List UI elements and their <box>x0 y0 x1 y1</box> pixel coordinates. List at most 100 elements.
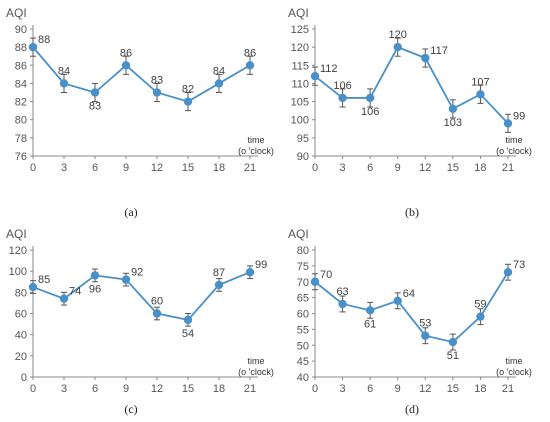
data-label: 64 <box>403 288 415 300</box>
panel-caption: (c) <box>124 402 137 416</box>
x-tick-label: 12 <box>419 383 431 395</box>
y-tick-label: 110 <box>291 78 309 90</box>
x-tick-label: 21 <box>502 383 514 395</box>
y-axis-label: AQI <box>6 6 27 20</box>
y-tick-label: 40 <box>297 372 309 384</box>
data-label: 84 <box>213 65 225 77</box>
x-tick-label: 0 <box>312 162 318 174</box>
data-point <box>393 296 402 305</box>
x-tick-label: 9 <box>123 162 129 174</box>
data-point <box>214 280 224 290</box>
x-axis-label-unit: (o 'clock) <box>496 367 532 377</box>
x-tick-label: 21 <box>244 383 256 395</box>
x-tick-label: 18 <box>213 383 225 395</box>
y-tick-label: 120 <box>9 245 27 257</box>
data-label: 85 <box>38 274 50 286</box>
data-point <box>121 61 131 70</box>
data-point <box>152 309 162 318</box>
data-point <box>59 294 69 303</box>
data-label: 70 <box>320 269 332 281</box>
y-tick-label: 65 <box>297 293 309 305</box>
data-point <box>28 42 38 52</box>
chart-panel-2: AQI 0 20 40 60 80 100 120 0 3 6 9 12 15 18 21 time(o 'cl… <box>6 227 274 416</box>
data-label: 88 <box>38 34 50 46</box>
chart-panel-3: AQI 40 45 50 55 60 65 70 75 80 0 3 6 9 12 15 18 21 time(o … <box>288 227 532 416</box>
data-point <box>183 315 193 325</box>
x-tick-label: 3 <box>340 383 346 395</box>
data-point <box>393 42 402 52</box>
x-tick-label: 6 <box>367 383 373 395</box>
y-tick-label: 115 <box>291 60 309 72</box>
y-tick-label: 80 <box>297 245 309 257</box>
data-label: 117 <box>430 45 448 57</box>
data-point <box>183 97 193 106</box>
data-label: 84 <box>58 65 70 77</box>
data-label: 96 <box>89 283 101 295</box>
data-point <box>503 119 513 128</box>
data-point <box>448 337 458 347</box>
y-tick-label: 60 <box>15 309 27 321</box>
y-tick-label: 88 <box>15 42 27 54</box>
data-label: 92 <box>131 267 143 279</box>
data-point <box>59 79 69 88</box>
data-point <box>310 71 320 81</box>
x-axis-label-unit: (o 'clock) <box>496 146 532 156</box>
x-tick-label: 15 <box>447 383 459 395</box>
data-point <box>448 104 458 114</box>
x-tick-label: 6 <box>367 162 373 174</box>
x-tick-label: 12 <box>419 162 431 174</box>
x-tick-label: 3 <box>61 383 67 395</box>
y-axis-label: AQI <box>288 6 309 20</box>
panel-caption: (b) <box>405 205 419 219</box>
series-line <box>314 271 509 344</box>
data-point <box>503 268 513 277</box>
data-point <box>28 282 38 292</box>
data-label: 83 <box>151 75 163 87</box>
y-tick-label: 100 <box>9 266 27 278</box>
x-axis-label: time <box>247 356 264 366</box>
x-tick-label: 3 <box>61 162 67 174</box>
y-tick-label: 45 <box>297 356 309 368</box>
data-label: 73 <box>513 259 525 271</box>
y-tick-label: 76 <box>15 151 27 163</box>
series-line <box>32 271 251 321</box>
y-tick-label: 60 <box>297 309 309 321</box>
y-tick-label: 95 <box>297 133 309 145</box>
y-tick-label: 40 <box>15 330 27 342</box>
y-tick-label: 82 <box>15 97 27 109</box>
data-label: 60 <box>151 296 163 308</box>
data-label: 86 <box>244 47 256 59</box>
y-tick-label: 120 <box>291 42 309 54</box>
data-label: 74 <box>69 286 81 298</box>
y-tick-label: 80 <box>15 115 27 127</box>
data-point <box>245 268 255 277</box>
data-point <box>365 306 375 315</box>
data-point <box>121 275 131 284</box>
y-tick-label: 125 <box>291 24 309 36</box>
data-point <box>476 90 485 99</box>
x-tick-label: 9 <box>395 383 401 395</box>
data-point <box>245 61 255 70</box>
y-tick-label: 55 <box>297 324 309 336</box>
x-axis-label-unit: (o 'clock) <box>238 146 274 156</box>
y-axis-label: AQI <box>6 227 27 241</box>
x-axis-label: time <box>505 135 522 145</box>
y-tick-label: 80 <box>15 287 27 299</box>
data-label: 83 <box>89 101 101 113</box>
x-tick-label: 3 <box>340 162 346 174</box>
data-label: 103 <box>444 117 462 129</box>
data-point <box>476 312 485 321</box>
series-line <box>32 46 251 103</box>
y-tick-label: 78 <box>15 133 27 145</box>
x-tick-label: 12 <box>151 383 163 395</box>
x-axis-label: time <box>247 135 264 145</box>
x-tick-label: 6 <box>92 162 98 174</box>
data-label: 61 <box>364 318 376 330</box>
data-label: 99 <box>255 259 267 271</box>
data-label: 82 <box>182 84 194 96</box>
y-tick-label: 86 <box>15 60 27 72</box>
data-point <box>338 299 347 309</box>
data-point <box>214 79 224 88</box>
x-tick-label: 9 <box>123 383 129 395</box>
data-point <box>152 88 162 97</box>
